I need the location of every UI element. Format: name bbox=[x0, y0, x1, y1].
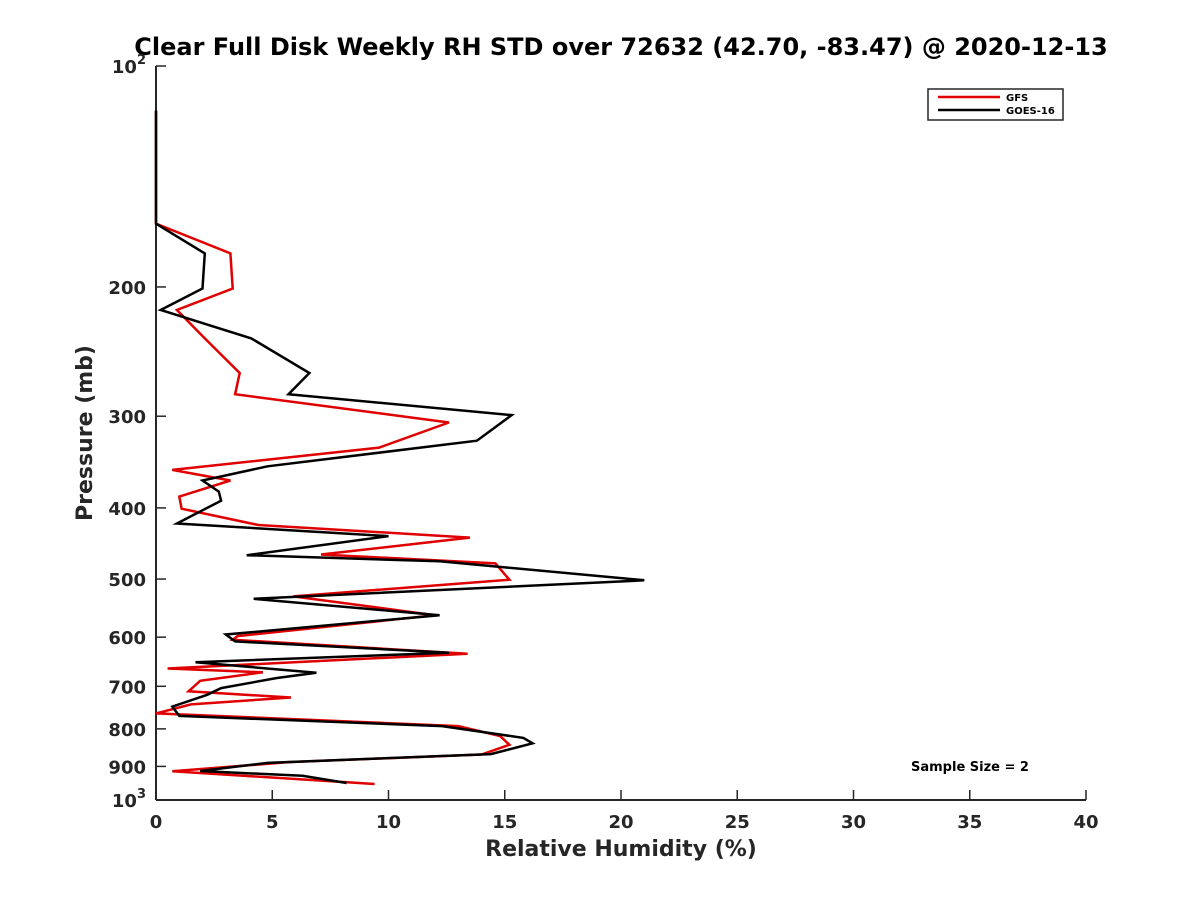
chart-title: Clear Full Disk Weekly RH STD over 72632… bbox=[134, 33, 1107, 61]
y-tick-label: 800 bbox=[108, 720, 146, 741]
y-tick-label: 500 bbox=[108, 570, 146, 591]
series-line-goes16 bbox=[154, 110, 645, 785]
x-tick-label: 10 bbox=[376, 812, 401, 833]
y-tick-base: 10 bbox=[112, 791, 137, 812]
legend-label-goes16: GOES-16 bbox=[1006, 106, 1055, 117]
x-tick-label: 40 bbox=[1073, 812, 1098, 833]
legend-label-gfs: GFS bbox=[1006, 93, 1028, 104]
legend-box bbox=[927, 88, 1064, 121]
y-tick-label: 900 bbox=[108, 757, 146, 778]
sample-size-annotation: Sample Size = 2 bbox=[911, 760, 1029, 775]
y-tick-exponent: 3 bbox=[137, 787, 146, 802]
x-tick-label: 5 bbox=[266, 812, 279, 833]
x-tick-label: 15 bbox=[492, 812, 517, 833]
x-tick-label: 30 bbox=[841, 812, 866, 833]
y-tick-base: 10 bbox=[112, 57, 137, 78]
x-axis-ticks: 0 5 10 15 20 25 30 35 40 bbox=[150, 790, 1099, 833]
plot-area: 0 5 10 15 20 25 30 35 40 10220030040050060070080… bbox=[108, 53, 1098, 833]
y-tick-label: 300 bbox=[108, 407, 146, 428]
y-tick-label: 103 bbox=[112, 787, 146, 812]
x-axis-label: Relative Humidity (%) bbox=[485, 837, 757, 862]
y-tick-label: 400 bbox=[108, 499, 146, 520]
y-axis-label: Pressure (mb) bbox=[73, 345, 98, 521]
x-tick-label: 0 bbox=[150, 812, 163, 833]
y-tick-label: 700 bbox=[108, 677, 146, 698]
y-tick-label: 102 bbox=[112, 53, 146, 78]
y-tick-exponent: 2 bbox=[137, 53, 146, 68]
series-lines bbox=[154, 110, 645, 786]
x-tick-label: 20 bbox=[608, 812, 633, 833]
y-tick-label: 600 bbox=[108, 628, 146, 649]
legend: GFS GOES-16 bbox=[927, 88, 1064, 121]
x-tick-label: 35 bbox=[957, 812, 982, 833]
y-tick-label: 200 bbox=[108, 278, 146, 299]
x-tick-label: 25 bbox=[725, 812, 750, 833]
